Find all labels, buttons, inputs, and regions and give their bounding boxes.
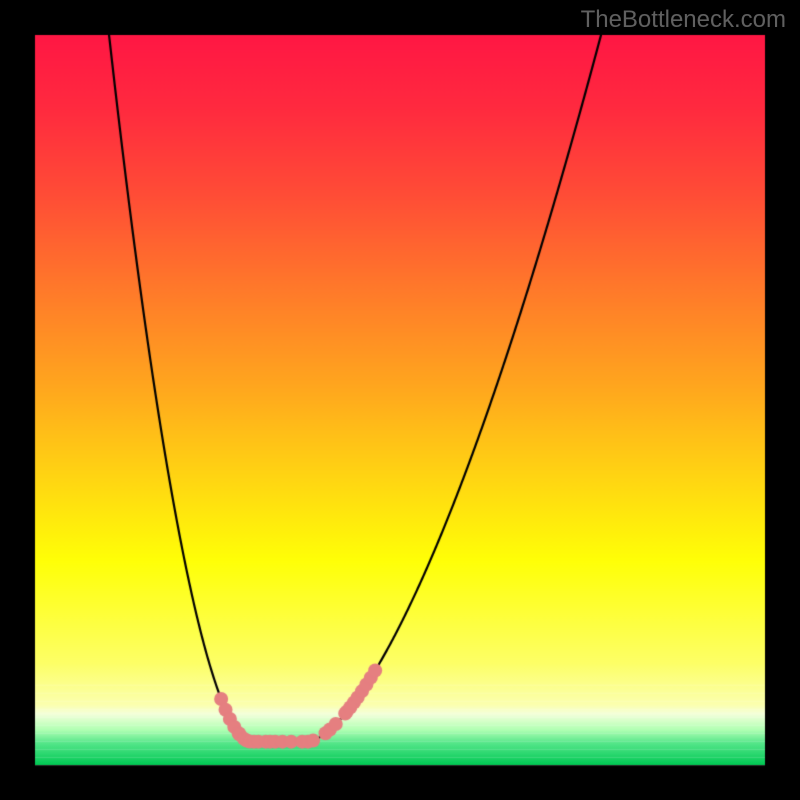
bottleneck-chart-canvas bbox=[0, 0, 800, 800]
chart-root: TheBottleneck.com bbox=[0, 0, 800, 800]
watermark-text: TheBottleneck.com bbox=[581, 6, 786, 34]
